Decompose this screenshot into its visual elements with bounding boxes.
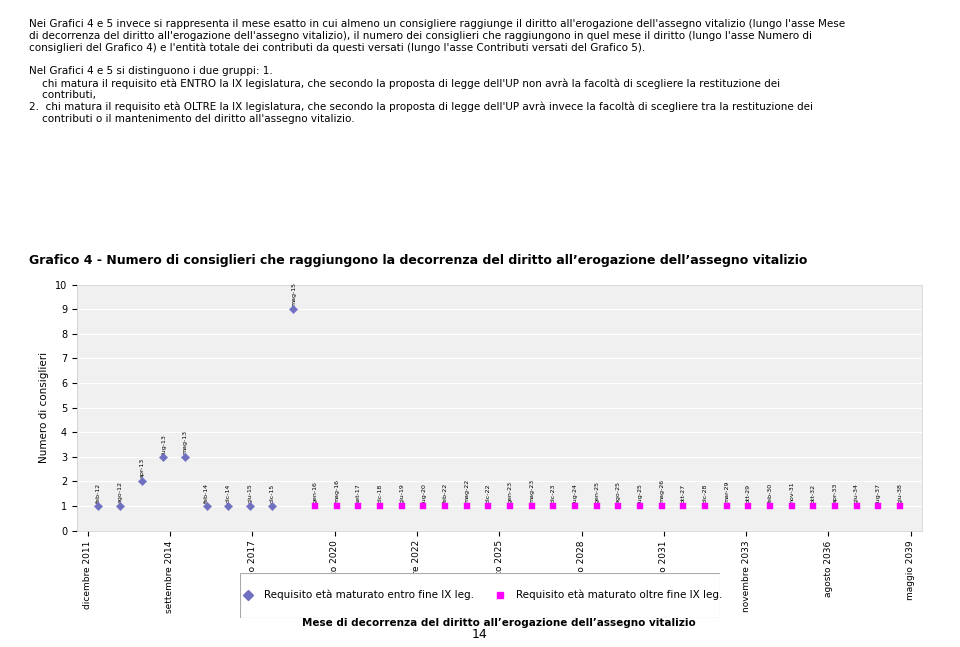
Point (199, 501, 214, 511)
Text: mar-29: mar-29 (724, 481, 730, 503)
Text: lug-20: lug-20 (420, 483, 426, 503)
Point (502, 501, 517, 511)
Point (805, 501, 821, 511)
Text: apr-33: apr-33 (832, 483, 837, 503)
Point (264, 501, 279, 511)
Point (91, 501, 107, 511)
Point (394, 501, 409, 511)
Point (871, 501, 886, 511)
Text: Nei Grafici 4 e 5 invece si rappresenta il mese esatto in cui almeno un consigli: Nei Grafici 4 e 5 invece si rappresenta … (29, 19, 845, 124)
Text: giu-38: giu-38 (898, 483, 902, 503)
Point (589, 501, 605, 511)
Text: feb-12: feb-12 (96, 483, 101, 503)
Text: gen-16: gen-16 (313, 481, 318, 503)
Text: ott-29: ott-29 (746, 484, 751, 503)
Text: mag-26: mag-26 (660, 479, 664, 503)
Text: ott-27: ott-27 (681, 484, 685, 503)
Point (892, 501, 907, 511)
Point (438, 501, 453, 511)
Text: dic-14: dic-14 (226, 483, 231, 503)
Text: Grafico 4 - Numero di consiglieri che raggiungono la decorrenza del diritto all’: Grafico 4 - Numero di consiglieri che ra… (29, 254, 807, 267)
Text: ago-25: ago-25 (615, 481, 621, 503)
Point (416, 501, 431, 511)
Text: giu-15: giu-15 (248, 483, 252, 503)
Text: dic-15: dic-15 (269, 484, 275, 503)
Text: ago-12: ago-12 (118, 481, 123, 503)
Text: feb-14: feb-14 (204, 483, 209, 503)
Text: giu-34: giu-34 (854, 483, 859, 503)
Text: ott-32: ott-32 (811, 484, 816, 503)
Text: lug-37: lug-37 (876, 483, 880, 503)
Point (307, 501, 323, 511)
Point (762, 501, 778, 511)
Point (633, 501, 648, 511)
Text: dic-28: dic-28 (703, 483, 708, 503)
Text: apr-13: apr-13 (139, 458, 144, 478)
Point (676, 501, 691, 511)
Text: feb-30: feb-30 (767, 483, 773, 503)
Point (350, 501, 366, 511)
Text: lug-13: lug-13 (161, 434, 166, 454)
Text: gen-23: gen-23 (508, 481, 513, 503)
Point (221, 501, 236, 511)
Text: lug-25: lug-25 (637, 483, 642, 503)
Text: 14: 14 (472, 628, 488, 641)
Text: mag-15: mag-15 (291, 282, 296, 306)
Point (697, 501, 712, 511)
Text: gen-25: gen-25 (594, 481, 599, 503)
Point (112, 501, 128, 511)
Text: set-17: set-17 (356, 483, 361, 503)
Point (178, 452, 193, 462)
Text: mag-13: mag-13 (182, 430, 187, 454)
Text: nov-31: nov-31 (789, 481, 794, 503)
Text: dic-22: dic-22 (486, 483, 491, 503)
Point (524, 501, 540, 511)
Point (719, 501, 734, 511)
Point (784, 501, 800, 511)
Text: giu-19: giu-19 (399, 483, 404, 503)
Y-axis label: Numero di consiglieri: Numero di consiglieri (39, 352, 49, 463)
Text: dic-23: dic-23 (551, 483, 556, 503)
Point (545, 501, 561, 511)
Point (156, 452, 171, 462)
Text: mag-22: mag-22 (465, 479, 469, 503)
Text: mag-23: mag-23 (529, 479, 534, 503)
Point (828, 501, 843, 511)
Text: dic-18: dic-18 (377, 484, 383, 503)
Point (286, 304, 301, 314)
Text: lug-24: lug-24 (572, 483, 578, 503)
X-axis label: Mese di decorrenza del diritto all’erogazione dell’assegno vitalizio: Mese di decorrenza del diritto all’eroga… (302, 618, 696, 628)
Point (459, 501, 474, 511)
Point (654, 501, 669, 511)
Point (567, 501, 583, 511)
Text: mag-16: mag-16 (334, 479, 339, 503)
Point (243, 501, 258, 511)
Point (740, 501, 756, 511)
Point (611, 501, 626, 511)
Point (329, 501, 345, 511)
Point (134, 476, 150, 487)
Legend: Requisito età maturato entro fine IX leg., Requisito età maturato oltre fine IX : Requisito età maturato entro fine IX leg… (234, 586, 726, 605)
Point (372, 501, 388, 511)
Point (849, 501, 864, 511)
Text: feb-22: feb-22 (443, 483, 447, 503)
FancyBboxPatch shape (240, 573, 720, 618)
Point (481, 501, 496, 511)
